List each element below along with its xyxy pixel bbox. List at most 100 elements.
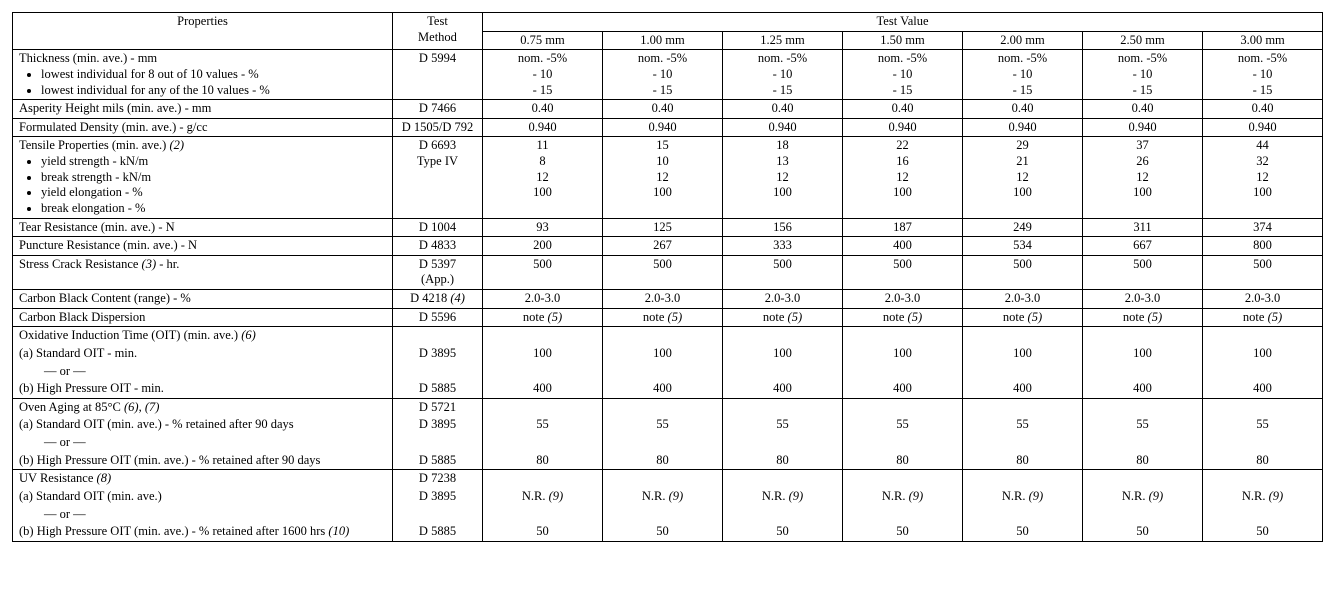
prop-cell: Carbon Black Dispersion [13, 308, 393, 327]
value-cell [603, 363, 723, 381]
value-cell [723, 470, 843, 488]
value-cell: 0.940 [1083, 118, 1203, 137]
method-cell [393, 327, 483, 345]
value-cell: 80 [1083, 452, 1203, 470]
value-cell: 181312100 [723, 137, 843, 218]
method-cell: D 7238 [393, 470, 483, 488]
value-cell [723, 398, 843, 416]
table-row: (b) High Pressure OIT (min. ave.) - % re… [13, 523, 1323, 541]
table-row: Tensile Properties (min. ave.) (2)yield … [13, 137, 1323, 218]
value-cell [1203, 506, 1323, 524]
value-cell: 80 [483, 452, 603, 470]
value-cell: 55 [723, 416, 843, 434]
value-cell: 100 [963, 345, 1083, 363]
value-cell: 500 [603, 255, 723, 289]
value-cell: 0.940 [843, 118, 963, 137]
value-cell: N.R. (9) [483, 488, 603, 506]
value-cell [483, 470, 603, 488]
value-cell: 50 [723, 523, 843, 541]
col-size-0: 0.75 mm [483, 31, 603, 50]
value-cell: note (5) [483, 308, 603, 327]
value-cell: 80 [1203, 452, 1323, 470]
prop-cell: Oxidative Induction Time (OIT) (min. ave… [13, 327, 393, 345]
method-cell: D 1004 [393, 218, 483, 237]
table-row: — or — [13, 506, 1323, 524]
value-cell: 50 [843, 523, 963, 541]
value-cell: 0.40 [963, 100, 1083, 119]
prop-cell: — or — [13, 363, 393, 381]
value-cell [843, 363, 963, 381]
value-cell [603, 398, 723, 416]
value-cell: 2.0-3.0 [1203, 290, 1323, 309]
value-cell: nom. -5%- 10- 15 [723, 50, 843, 100]
method-cell [393, 363, 483, 381]
prop-cell: (a) Standard OIT (min. ave.) [13, 488, 393, 506]
value-cell [603, 506, 723, 524]
table-row: Formulated Density (min. ave.) - g/ccD 1… [13, 118, 1323, 137]
value-cell [1083, 363, 1203, 381]
method-cell: D 5885 [393, 523, 483, 541]
value-cell: 100 [843, 345, 963, 363]
method-cell: D 5397(App.) [393, 255, 483, 289]
value-cell: note (5) [723, 308, 843, 327]
value-cell: nom. -5%- 10- 15 [963, 50, 1083, 100]
value-cell: 100 [603, 345, 723, 363]
value-cell [963, 470, 1083, 488]
value-cell: 80 [723, 452, 843, 470]
value-cell: 500 [723, 255, 843, 289]
value-cell [603, 470, 723, 488]
value-cell: 500 [843, 255, 963, 289]
value-cell [483, 398, 603, 416]
value-cell: 0.40 [603, 100, 723, 119]
table-row: Oxidative Induction Time (OIT) (min. ave… [13, 327, 1323, 345]
value-cell: 93 [483, 218, 603, 237]
prop-cell: (b) High Pressure OIT (min. ave.) - % re… [13, 523, 393, 541]
value-cell: 500 [483, 255, 603, 289]
value-cell: 80 [603, 452, 723, 470]
value-cell: 500 [963, 255, 1083, 289]
prop-cell: Oven Aging at 85°C (6), (7) [13, 398, 393, 416]
value-cell: 267 [603, 237, 723, 256]
value-cell: 2.0-3.0 [963, 290, 1083, 309]
col-test-method: TestMethod [393, 13, 483, 50]
value-cell: 50 [963, 523, 1083, 541]
value-cell [723, 363, 843, 381]
table-row: Tear Resistance (min. ave.) - ND 1004931… [13, 218, 1323, 237]
value-cell: 187 [843, 218, 963, 237]
value-cell: 400 [603, 380, 723, 398]
value-cell: 400 [963, 380, 1083, 398]
value-cell: 2.0-3.0 [603, 290, 723, 309]
value-cell: 374 [1203, 218, 1323, 237]
value-cell [483, 434, 603, 452]
value-cell [1083, 470, 1203, 488]
method-cell: D 4218 (4) [393, 290, 483, 309]
value-cell: N.R. (9) [843, 488, 963, 506]
value-cell: 50 [483, 523, 603, 541]
method-cell: D 3895 [393, 345, 483, 363]
value-cell: nom. -5%- 10- 15 [483, 50, 603, 100]
value-cell [603, 434, 723, 452]
prop-cell: — or — [13, 506, 393, 524]
value-cell: N.R. (9) [1203, 488, 1323, 506]
table-row: Carbon Black DispersionD 5596note (5)not… [13, 308, 1323, 327]
value-cell [1203, 434, 1323, 452]
method-cell: D 1505/D 792 [393, 118, 483, 137]
value-cell: 500 [1203, 255, 1323, 289]
value-cell: 2.0-3.0 [723, 290, 843, 309]
prop-cell: Asperity Height mils (min. ave.) - mm [13, 100, 393, 119]
value-cell: 400 [1083, 380, 1203, 398]
value-cell: 0.40 [843, 100, 963, 119]
value-cell: note (5) [1083, 308, 1203, 327]
value-cell: 100 [1083, 345, 1203, 363]
value-cell [1083, 327, 1203, 345]
value-cell: 125 [603, 218, 723, 237]
value-cell: 0.940 [963, 118, 1083, 137]
method-cell: D 3895 [393, 416, 483, 434]
method-cell: D 5994 [393, 50, 483, 100]
value-cell: 100 [723, 345, 843, 363]
col-size-5: 2.50 mm [1083, 31, 1203, 50]
table-row: (b) High Pressure OIT - min.D 5885400400… [13, 380, 1323, 398]
value-cell: 500 [1083, 255, 1203, 289]
prop-cell: Carbon Black Content (range) - % [13, 290, 393, 309]
value-cell: N.R. (9) [1083, 488, 1203, 506]
